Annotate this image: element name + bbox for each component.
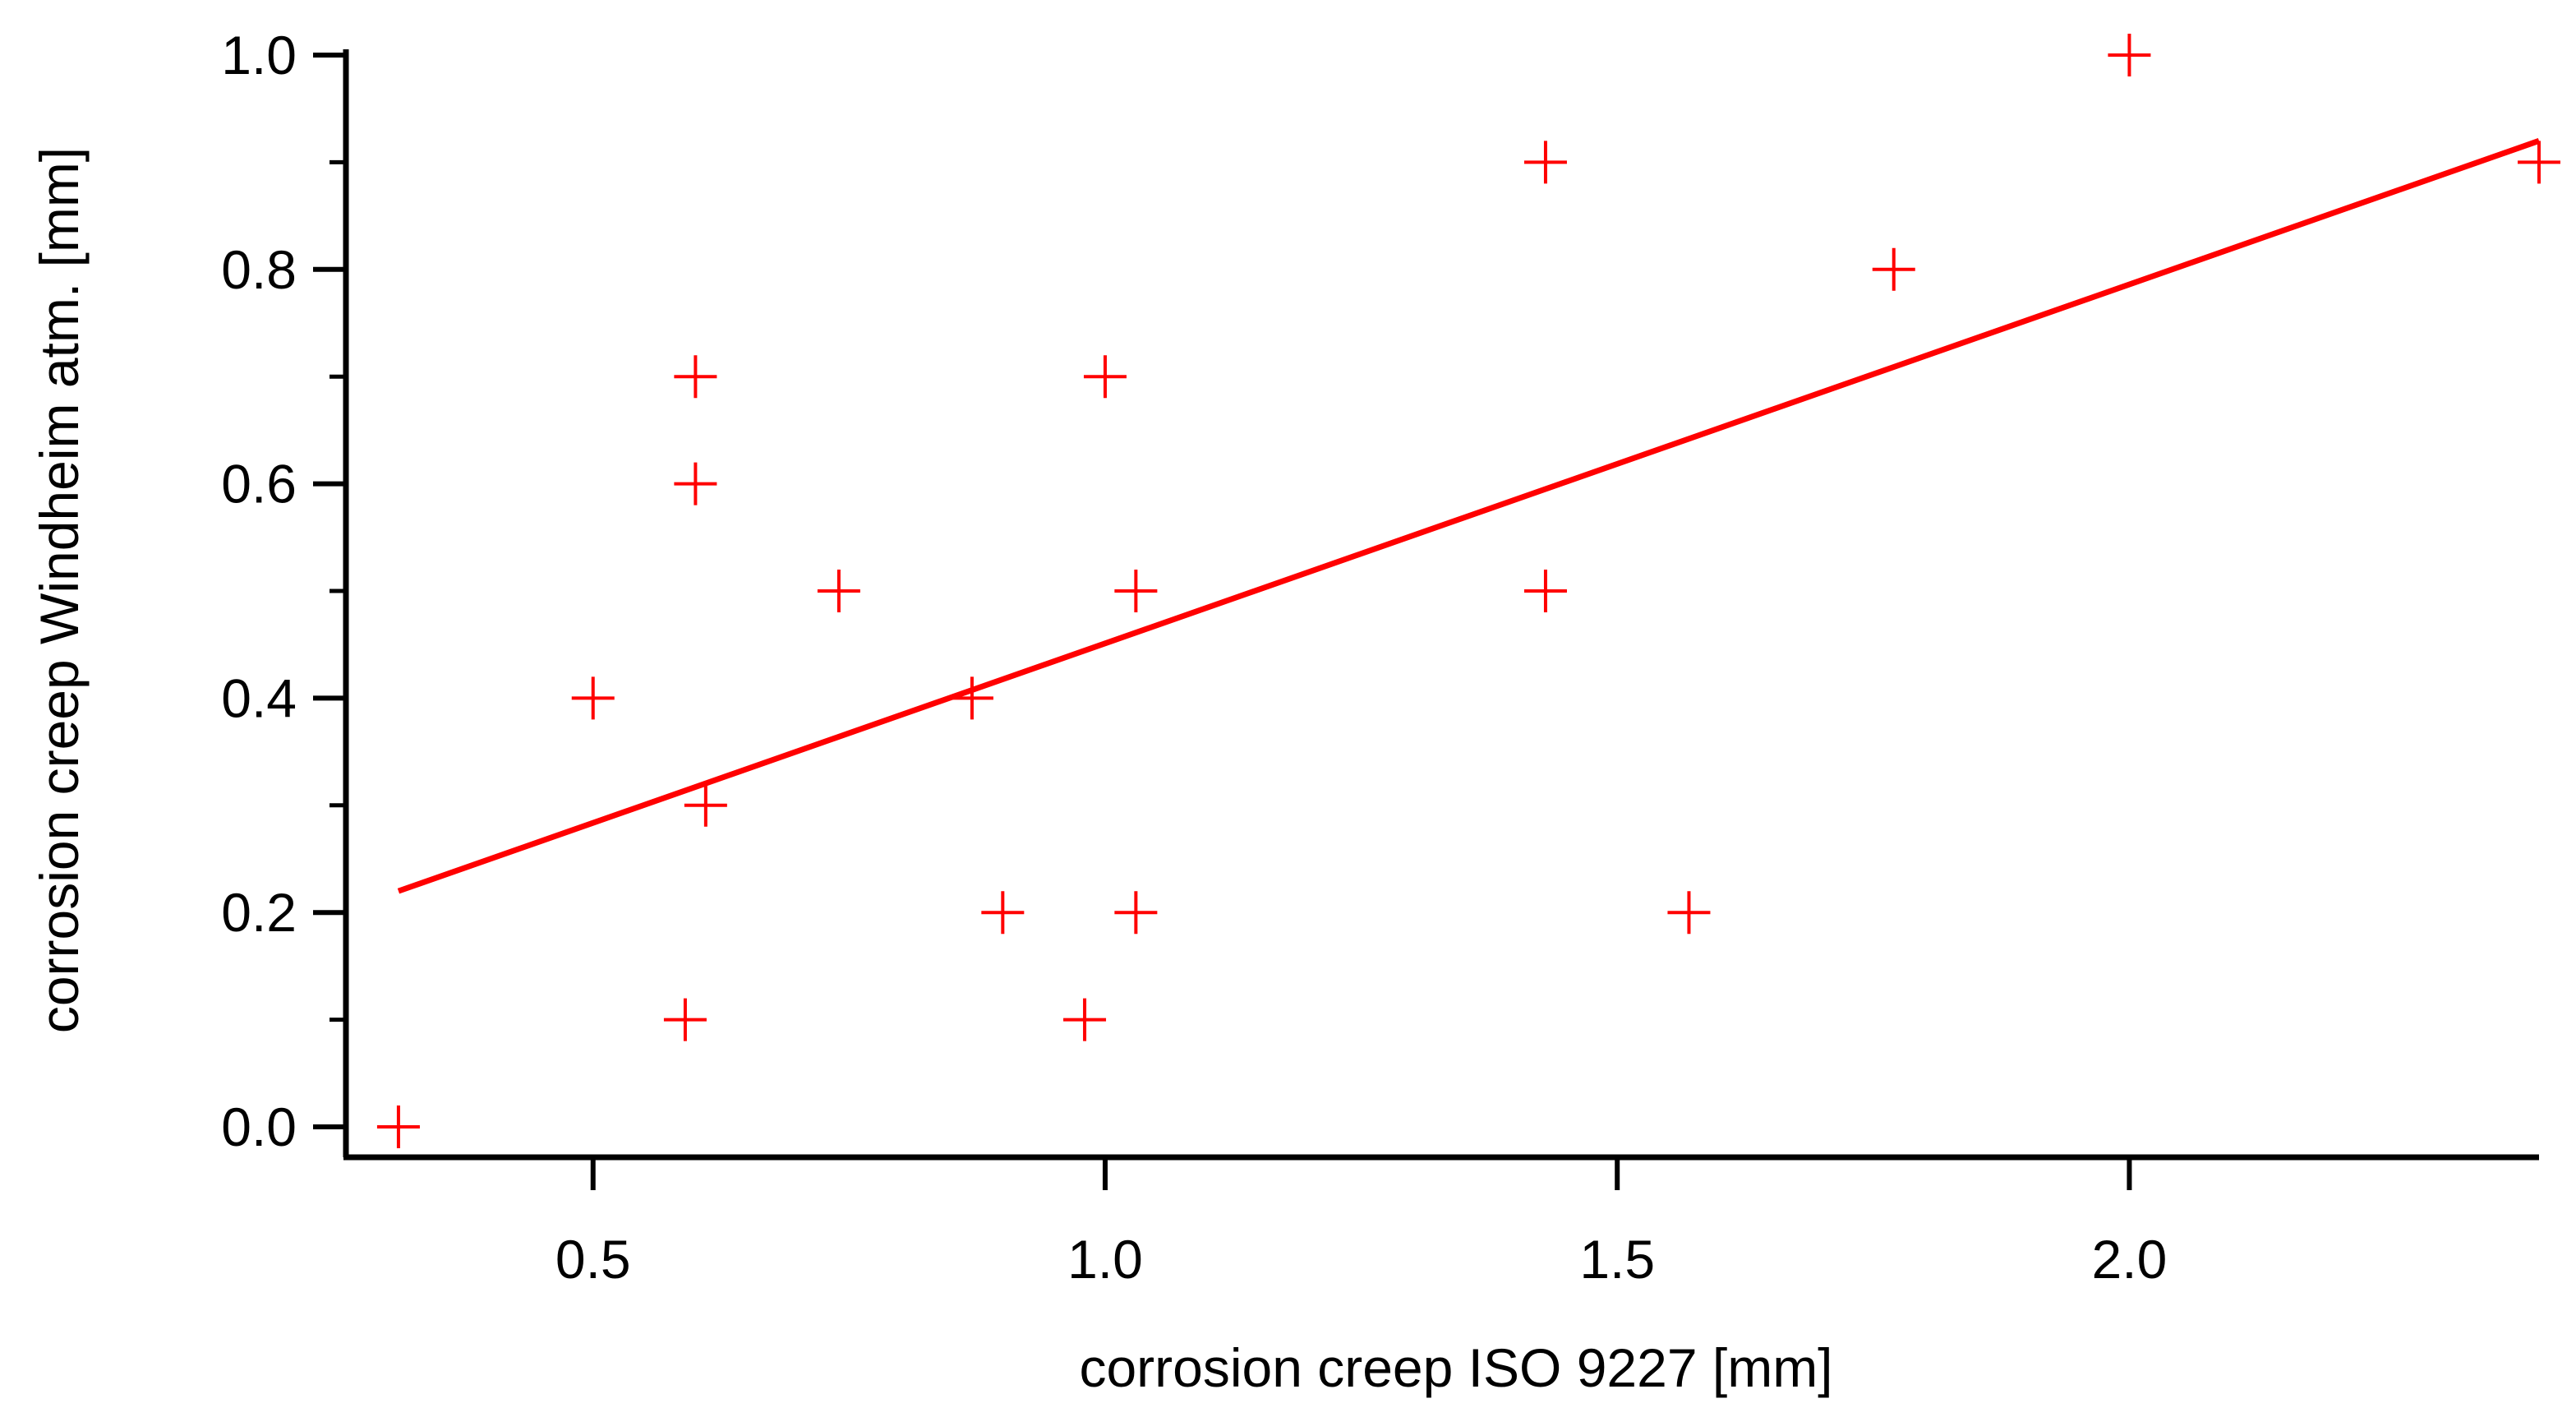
y-tick-label: 0.6 bbox=[221, 454, 297, 515]
data-point bbox=[1114, 891, 1158, 935]
y-tick-label: 1.0 bbox=[221, 25, 297, 85]
data-point bbox=[571, 676, 615, 720]
data-point bbox=[981, 891, 1025, 935]
x-tick-label: 2.0 bbox=[2092, 1229, 2168, 1290]
data-point bbox=[1063, 998, 1107, 1041]
data-point bbox=[684, 783, 727, 827]
data-point bbox=[1083, 355, 1127, 399]
trend-line-layer bbox=[397, 138, 2541, 894]
data-points-layer bbox=[376, 34, 2560, 1148]
data-point bbox=[817, 570, 860, 612]
y-tick-label: 0.0 bbox=[221, 1096, 297, 1157]
x-tick-label: 0.5 bbox=[555, 1229, 631, 1290]
data-point bbox=[663, 998, 707, 1041]
y-axis-ticks: 0.0 0.2 0.4 0.6 0.8 1.0 bbox=[221, 25, 346, 1157]
y-axis-title: corrosion creep Windheim atm. [mm] bbox=[29, 147, 90, 1033]
y-tick-label: 0.2 bbox=[221, 882, 297, 943]
y-tick-label: 0.4 bbox=[221, 667, 297, 728]
data-point bbox=[950, 676, 993, 720]
data-point bbox=[1114, 570, 1158, 612]
data-point bbox=[1523, 141, 1567, 184]
x-tick-label: 1.0 bbox=[1067, 1229, 1143, 1290]
x-axis-ticks: 0.5 1.0 1.5 2.0 bbox=[555, 1157, 2167, 1290]
data-point bbox=[2108, 34, 2151, 76]
x-tick-label: 1.5 bbox=[1579, 1229, 1655, 1290]
data-point bbox=[674, 355, 717, 399]
data-point bbox=[1872, 247, 1915, 291]
x-axis-title: corrosion creep ISO 9227 [mm] bbox=[1079, 1337, 1832, 1398]
data-point bbox=[1667, 891, 1711, 935]
data-point bbox=[376, 1105, 420, 1148]
linear-fit-line bbox=[397, 138, 2541, 894]
data-point bbox=[2518, 141, 2560, 184]
plot-area: 0.0 0.2 0.4 0.6 0.8 1.0 0.5 1.0 1.5 2.0 bbox=[221, 25, 2560, 1290]
y-tick-label: 0.8 bbox=[221, 239, 297, 300]
data-point bbox=[674, 462, 717, 505]
data-point bbox=[1523, 570, 1567, 612]
